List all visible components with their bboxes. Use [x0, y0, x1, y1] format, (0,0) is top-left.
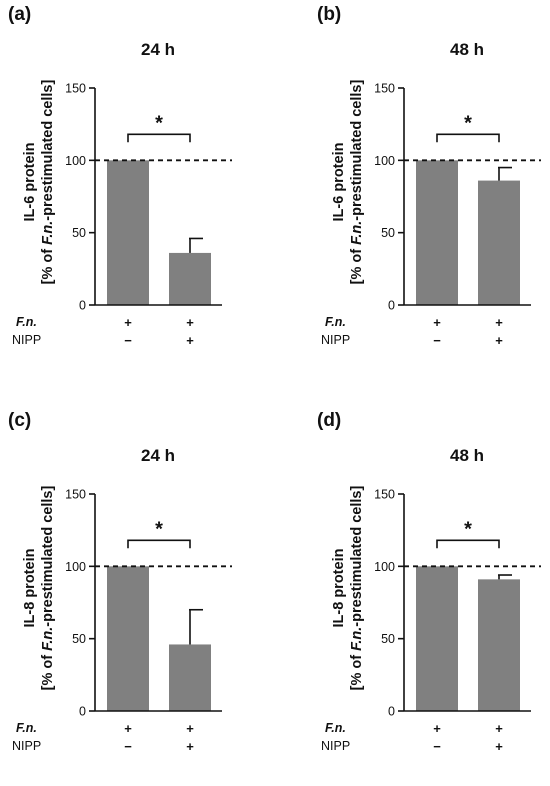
bar1-row1-symbol: +	[124, 721, 132, 736]
chart-title: 48 h	[449, 40, 485, 59]
y-tick-label: 50	[381, 632, 395, 646]
y-tick-label: 0	[79, 705, 86, 719]
chart-panel: (a) 24 h IL-6 protein [% of F.n.-prestim…	[0, 0, 275, 380]
chart-title: 48 h	[449, 446, 485, 465]
chart-title: 24 h	[140, 446, 176, 465]
bar-2	[169, 252, 211, 305]
significance-bracket	[127, 133, 191, 143]
y-tick-label: 0	[388, 705, 395, 719]
bar2-row1-symbol: +	[186, 315, 194, 330]
bar-1	[107, 566, 149, 711]
bar-1	[416, 566, 458, 711]
chart-title: 24 h	[140, 40, 176, 59]
bar2-row2-symbol: +	[495, 739, 503, 754]
condition-row2-label: NIPP	[12, 333, 42, 347]
y-tick-label: 100	[65, 560, 86, 574]
y-tick-label: 100	[65, 154, 86, 168]
y-tick-label: 100	[374, 560, 395, 574]
panel-label: (a)	[8, 4, 32, 25]
significance-star: *	[155, 112, 163, 134]
bar1-row1-symbol: +	[124, 315, 132, 330]
y-tick-label: 100	[374, 154, 395, 168]
significance-star: *	[464, 518, 472, 540]
chart-svg: 0 50 100 150 *	[65, 82, 232, 313]
condition-row1-label: F.n.	[325, 315, 346, 329]
y-tick-label: 50	[72, 632, 86, 646]
bar1-row2-symbol: −	[433, 333, 441, 348]
bar1-row2-symbol: −	[433, 739, 441, 754]
panel-label: (b)	[317, 4, 342, 25]
bar1-row2-symbol: −	[124, 739, 132, 754]
y-tick-label: 150	[374, 488, 395, 502]
bar2-row1-symbol: +	[495, 721, 503, 736]
chart-panel: (d) 48 h IL-8 protein [% of F.n.-prestim…	[309, 406, 550, 786]
bar2-row2-symbol: +	[186, 333, 194, 348]
bar1-row1-symbol: +	[433, 721, 441, 736]
bar1-row2-symbol: −	[124, 333, 132, 348]
significance-bracket	[436, 133, 500, 143]
bar-2	[478, 579, 520, 711]
y-tick-label: 150	[65, 82, 86, 96]
condition-row1-label: F.n.	[16, 721, 37, 735]
condition-row2-label: NIPP	[321, 739, 351, 753]
y-tick-label: 150	[374, 82, 395, 96]
bar2-row2-symbol: +	[186, 739, 194, 754]
bar1-row1-symbol: +	[433, 315, 441, 330]
panel-label: (c)	[8, 410, 32, 431]
condition-row2-label: NIPP	[12, 739, 42, 753]
panel-label: (d)	[317, 410, 342, 431]
chart-panel: (b) 48 h IL-6 protein [% of F.n.-prestim…	[309, 0, 550, 380]
chart-panel: (c) 24 h IL-8 protein [% of F.n.-prestim…	[0, 406, 275, 786]
bar-1	[416, 160, 458, 305]
bar2-row1-symbol: +	[495, 315, 503, 330]
significance-star: *	[155, 518, 163, 540]
significance-star: *	[464, 112, 472, 134]
bar-2	[169, 644, 211, 711]
chart-svg: 0 50 100 150 *	[65, 488, 232, 719]
condition-row1-label: F.n.	[16, 315, 37, 329]
y-tick-label: 0	[388, 299, 395, 313]
y-tick-label: 0	[79, 299, 86, 313]
y-tick-label: 150	[65, 488, 86, 502]
significance-bracket	[436, 539, 500, 549]
bar2-row2-symbol: +	[495, 333, 503, 348]
chart-svg: 0 50 100 150 *	[374, 82, 541, 313]
y-tick-label: 50	[381, 226, 395, 240]
condition-row1-label: F.n.	[325, 721, 346, 735]
bar-1	[107, 160, 149, 305]
condition-row2-label: NIPP	[321, 333, 351, 347]
bar-2	[478, 180, 520, 305]
chart-svg: 0 50 100 150 *	[374, 488, 541, 719]
bar2-row1-symbol: +	[186, 721, 194, 736]
y-tick-label: 50	[72, 226, 86, 240]
significance-bracket	[127, 539, 191, 549]
